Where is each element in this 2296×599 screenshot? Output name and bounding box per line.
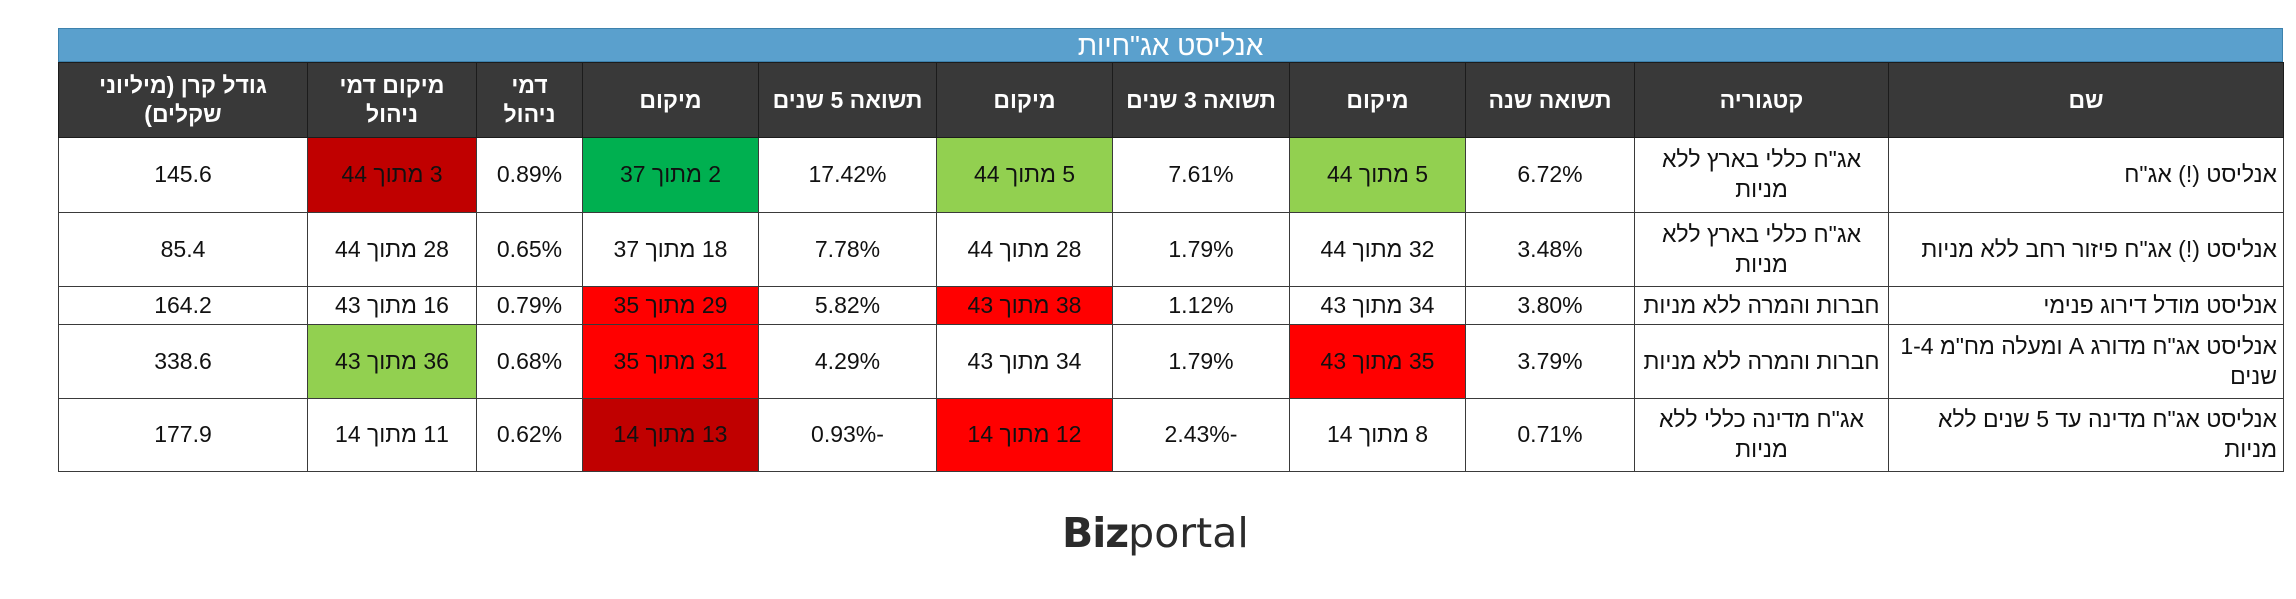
rank-1y: 35 מתוך 43 [1289, 324, 1466, 399]
fund-name: אנליסט אג"ח מדורג A ומעלה מח"מ 1-4 שנים [1888, 324, 2284, 399]
return-5y: 7.78% [758, 212, 937, 287]
rank-3y: 5 מתוך 44 [936, 137, 1113, 213]
management-fee: 0.68% [476, 324, 583, 399]
return-3y: 1.79% [1112, 324, 1290, 399]
rank-fee: 28 מתוך 44 [307, 212, 477, 287]
return-3y: 1.79% [1112, 212, 1290, 287]
rank-3y: 34 מתוך 43 [936, 324, 1113, 399]
management-fee: 0.89% [476, 137, 583, 213]
table-row: אנליסט אג"ח מדינה עד 5 שנים ללא מניות אג… [58, 398, 2284, 472]
fund-size: 338.6 [58, 324, 308, 399]
fund-name: אנליסט אג"ח מדינה עד 5 שנים ללא מניות [1888, 398, 2284, 472]
fund-category: אג"ח מדינה כללי ללא מניות [1634, 398, 1889, 472]
header-row: שם קטגוריה תשואה שנה מיקום תשואה 3 שנים … [58, 62, 2284, 138]
rank-1y: 8 מתוך 14 [1289, 398, 1466, 472]
fund-name: אנליסט (!) אג"ח [1888, 137, 2284, 213]
header-return-1y: תשואה שנה [1465, 62, 1635, 138]
return-5y: 17.42% [758, 137, 937, 213]
rank-5y: 29 מתוך 35 [582, 286, 759, 325]
management-fee: 0.79% [476, 286, 583, 325]
header-rank-3y: מיקום [936, 62, 1113, 138]
fund-category: חברות והמרה ללא מניות [1634, 286, 1889, 325]
rank-1y: 5 מתוך 44 [1289, 137, 1466, 213]
return-3y: 7.61% [1112, 137, 1290, 213]
rank-3y: 28 מתוך 44 [936, 212, 1113, 287]
rank-5y: 2 מתוך 37 [582, 137, 759, 213]
return-5y: 5.82% [758, 286, 937, 325]
rank-5y: 18 מתוך 37 [582, 212, 759, 287]
return-5y: -0.93% [758, 398, 937, 472]
rank-1y: 34 מתוך 43 [1289, 286, 1466, 325]
header-return-3y: תשואה 3 שנים [1112, 62, 1290, 138]
logo-biz: Biz [1062, 509, 1129, 557]
table-row: אנליסט אג"ח מדורג A ומעלה מח"מ 1-4 שנים … [58, 324, 2284, 399]
fund-size: 85.4 [58, 212, 308, 287]
bizportal-logo: Bizportal [1062, 508, 1302, 558]
rank-fee: 3 מתוך 44 [307, 137, 477, 213]
return-3y: -2.43% [1112, 398, 1290, 472]
fund-size: 145.6 [58, 137, 308, 213]
fund-category: אג"ח כללי בארץ ללא מניות [1634, 137, 1889, 213]
funds-table-container: אנליסט אג"חיות שם קטגוריה תשואה שנה מיקו… [58, 28, 2284, 472]
header-fund-size: גודל קרן (מיליוני שקלים) [58, 62, 308, 138]
rank-fee: 36 מתוך 43 [307, 324, 477, 399]
return-1y: 0.71% [1465, 398, 1635, 472]
return-5y: 4.29% [758, 324, 937, 399]
return-1y: 3.48% [1465, 212, 1635, 287]
header-rank-1y: מיקום [1289, 62, 1466, 138]
return-1y: 3.79% [1465, 324, 1635, 399]
table-row: אנליסט מודל דירוג פנימי חברות והמרה ללא … [58, 286, 2284, 325]
fund-category: חברות והמרה ללא מניות [1634, 324, 1889, 399]
fund-category: אג"ח כללי בארץ ללא מניות [1634, 212, 1889, 287]
rank-3y: 12 מתוך 14 [936, 398, 1113, 472]
table-row: אנליסט (!) אג"ח אג"ח כללי בארץ ללא מניות… [58, 137, 2284, 213]
fund-size: 177.9 [58, 398, 308, 472]
header-rank-5y: מיקום [582, 62, 759, 138]
management-fee: 0.65% [476, 212, 583, 287]
return-3y: 1.12% [1112, 286, 1290, 325]
return-1y: 6.72% [1465, 137, 1635, 213]
management-fee: 0.62% [476, 398, 583, 472]
rank-fee: 11 מתוך 14 [307, 398, 477, 472]
header-rank-fee: מיקום דמי ניהול [307, 62, 477, 138]
header-return-5y: תשואה 5 שנים [758, 62, 937, 138]
fund-name: אנליסט (!) אג"ח פיזור רחב ללא מניות [1888, 212, 2284, 287]
funds-table: שם קטגוריה תשואה שנה מיקום תשואה 3 שנים … [58, 62, 2284, 472]
return-1y: 3.80% [1465, 286, 1635, 325]
logo-portal: portal [1128, 509, 1249, 557]
rank-1y: 32 מתוך 44 [1289, 212, 1466, 287]
fund-name: אנליסט מודל דירוג פנימי [1888, 286, 2284, 325]
rank-5y: 31 מתוך 35 [582, 324, 759, 399]
rank-5y: 13 מתוך 14 [582, 398, 759, 472]
header-category: קטגוריה [1634, 62, 1889, 138]
rank-3y: 38 מתוך 43 [936, 286, 1113, 325]
table-row: אנליסט (!) אג"ח פיזור רחב ללא מניות אג"ח… [58, 212, 2284, 287]
fund-size: 164.2 [58, 286, 308, 325]
header-fee: דמי ניהול [476, 62, 583, 138]
table-title: אנליסט אג"חיות [58, 28, 2283, 62]
header-name: שם [1888, 62, 2284, 138]
rank-fee: 16 מתוך 43 [307, 286, 477, 325]
